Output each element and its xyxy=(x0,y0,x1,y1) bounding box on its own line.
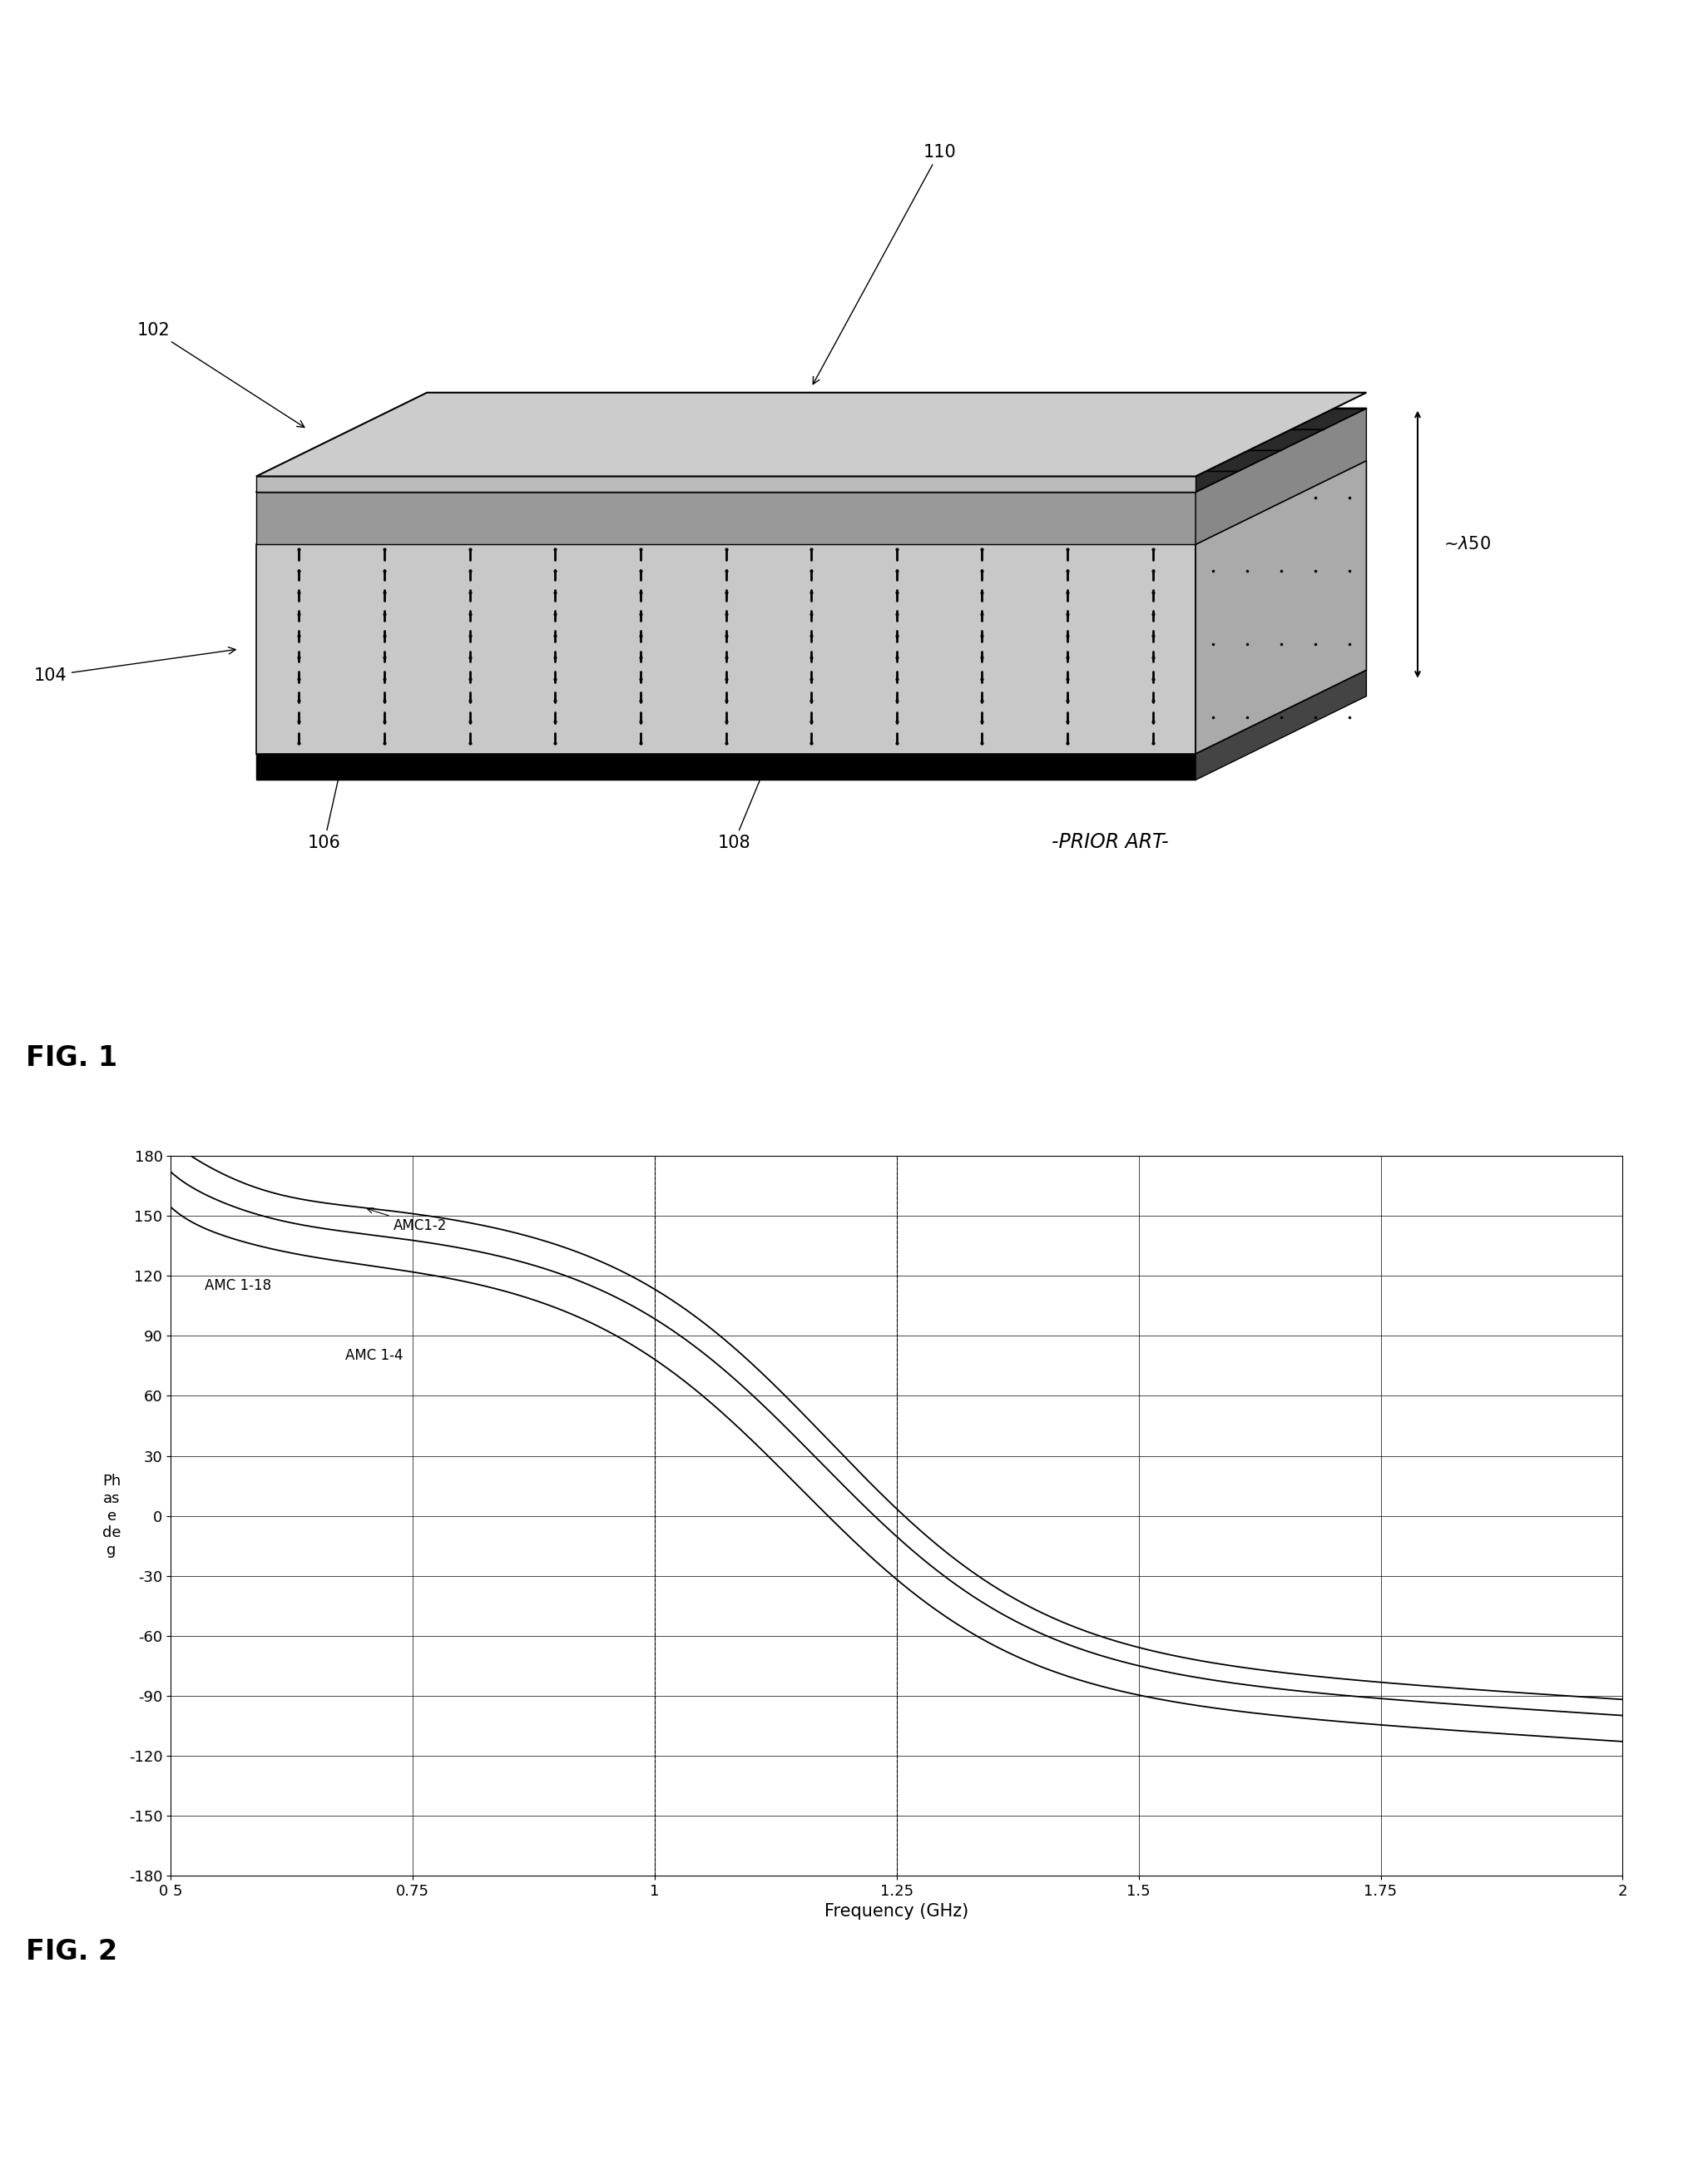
Polygon shape xyxy=(342,430,572,449)
Polygon shape xyxy=(1136,408,1366,430)
Polygon shape xyxy=(256,393,1366,475)
Polygon shape xyxy=(863,449,1093,471)
Polygon shape xyxy=(256,493,1196,545)
Polygon shape xyxy=(1050,449,1281,471)
Text: AMC 1-4: AMC 1-4 xyxy=(345,1348,403,1363)
Text: AMC 1-18: AMC 1-18 xyxy=(205,1278,272,1293)
Text: ~$\lambda$50: ~$\lambda$50 xyxy=(1443,537,1491,552)
Polygon shape xyxy=(256,475,1196,493)
Text: 110: 110 xyxy=(813,144,956,384)
Polygon shape xyxy=(905,430,1136,449)
Polygon shape xyxy=(675,449,905,471)
Polygon shape xyxy=(632,471,863,493)
Polygon shape xyxy=(384,408,615,430)
Polygon shape xyxy=(256,408,1366,493)
Polygon shape xyxy=(529,430,760,449)
Polygon shape xyxy=(1196,670,1366,781)
Polygon shape xyxy=(948,408,1179,430)
Y-axis label: Ph
as
e
de
g: Ph as e de g xyxy=(102,1474,121,1557)
Text: 108: 108 xyxy=(717,763,769,851)
Polygon shape xyxy=(256,460,1366,545)
Text: AMC1-2: AMC1-2 xyxy=(367,1208,447,1232)
Text: 104: 104 xyxy=(34,648,236,685)
Polygon shape xyxy=(572,408,803,430)
Text: FIG. 2: FIG. 2 xyxy=(26,1939,118,1965)
Polygon shape xyxy=(1093,430,1324,449)
Text: -PRIOR ART-: -PRIOR ART- xyxy=(1052,833,1168,853)
X-axis label: Frequency (GHz): Frequency (GHz) xyxy=(825,1904,968,1919)
Polygon shape xyxy=(444,471,675,493)
Text: 102: 102 xyxy=(137,321,304,427)
Polygon shape xyxy=(299,449,529,471)
Polygon shape xyxy=(487,449,717,471)
Polygon shape xyxy=(256,670,1366,755)
Polygon shape xyxy=(1196,408,1366,545)
Polygon shape xyxy=(1008,471,1238,493)
Polygon shape xyxy=(256,471,487,493)
Text: 106: 106 xyxy=(307,768,343,851)
Polygon shape xyxy=(820,471,1050,493)
Polygon shape xyxy=(717,430,948,449)
Text: FIG. 1: FIG. 1 xyxy=(26,1045,118,1071)
Polygon shape xyxy=(1196,460,1366,755)
Polygon shape xyxy=(760,408,991,430)
Polygon shape xyxy=(256,545,1196,755)
Polygon shape xyxy=(256,755,1196,781)
